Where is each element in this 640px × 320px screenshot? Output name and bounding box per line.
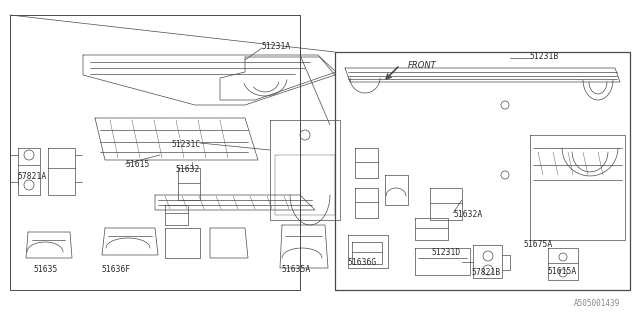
Text: 51675A: 51675A (523, 240, 552, 249)
Text: 51231B: 51231B (530, 52, 559, 61)
Text: 57821A: 57821A (18, 172, 47, 181)
Text: 51636G: 51636G (348, 258, 377, 267)
Text: 51632: 51632 (175, 165, 200, 174)
Text: A505001439: A505001439 (573, 299, 620, 308)
Text: 51635: 51635 (33, 265, 58, 274)
Text: 51636F: 51636F (102, 265, 131, 274)
Text: 51231D: 51231D (432, 248, 461, 257)
Text: 51231A: 51231A (262, 42, 291, 51)
Text: 51632A: 51632A (453, 210, 483, 219)
Text: 51635A: 51635A (282, 265, 311, 274)
Text: FRONT: FRONT (408, 61, 436, 70)
Text: 51615A: 51615A (547, 267, 576, 276)
Text: 51231C: 51231C (172, 140, 201, 149)
Text: 57821B: 57821B (472, 268, 501, 277)
Text: 51615: 51615 (125, 160, 149, 169)
